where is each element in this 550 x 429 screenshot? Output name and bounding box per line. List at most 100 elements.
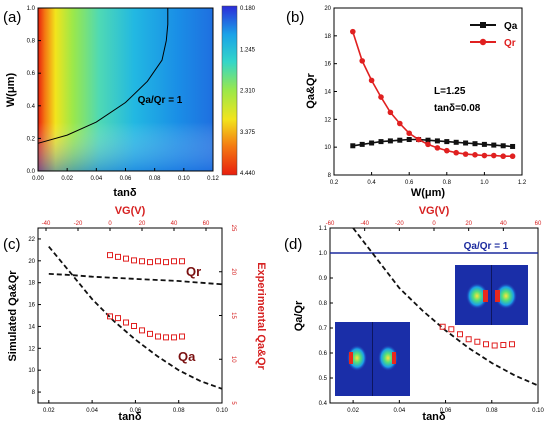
exp-qa-point: [155, 333, 161, 340]
data-point-qa: [481, 141, 487, 147]
y-tick-label: 20: [28, 259, 35, 265]
y-tick-label: 0.7: [319, 326, 328, 332]
data-point-qa: [463, 140, 469, 146]
x-axis-label: tanδ: [422, 411, 446, 423]
panel-label: (a): [3, 9, 21, 26]
x-tick-label: 1.0: [480, 180, 489, 186]
y-tick-label: 18: [324, 34, 331, 40]
x-tick-label: 0.08: [486, 408, 498, 414]
y-tick-label: 10: [28, 368, 35, 374]
exp-qa-point: [147, 330, 153, 337]
exp-qr-point: [171, 258, 177, 265]
data-point-qr: [387, 109, 394, 116]
x-tick-label: -20: [395, 221, 404, 227]
y-tick-label: 18: [28, 281, 35, 287]
data-point-qa: [425, 137, 431, 143]
x-tick-label: 0.04: [86, 408, 98, 414]
colorbar: [221, 5, 238, 176]
field-hotspot-left: [483, 290, 488, 302]
exp-ratio-point: [491, 342, 498, 349]
y-tick-label: 0.0: [27, 169, 36, 175]
legend-qa-label: Qa: [504, 21, 518, 32]
right-y-tick-label: 10: [230, 356, 236, 363]
exp-qr-point: [115, 253, 121, 260]
y-axis-label: Simulated Qa&Qr: [7, 270, 19, 362]
y-tick-label: 14: [28, 324, 35, 330]
y-tick-label: 0.6: [27, 71, 36, 77]
data-point-qr: [453, 149, 460, 156]
colorbar-tick-label: 4.440: [240, 171, 256, 177]
top-x-ticks: -60 -40 -20 0 20 40 60: [326, 221, 542, 231]
x-tick-label: 0.06: [130, 408, 142, 414]
data-point-qr: [500, 153, 507, 160]
data-point-qa: [406, 137, 412, 143]
data-point-qa: [510, 143, 516, 149]
exp-ratio-point: [474, 338, 481, 345]
field-inset-right: [455, 265, 528, 325]
annotation-tan: tanδ=0.08: [434, 103, 481, 114]
x-tick-label: 0.00: [32, 176, 44, 182]
x-tick-label: -40: [42, 221, 51, 227]
data-point-qr: [472, 152, 478, 158]
x-tick-label: 0: [108, 221, 112, 227]
data-point-qr: [434, 145, 441, 151]
data-point-qa: [444, 139, 450, 145]
y-tick-label: 16: [324, 62, 331, 68]
exp-ratio-point: [448, 326, 455, 333]
annotation-l: L=1.25: [434, 86, 466, 97]
data-point-qr: [406, 130, 413, 137]
qr-label: Qr: [186, 264, 201, 279]
exp-qa-point: [163, 334, 169, 341]
contour-label: Qa/Qr = 1: [138, 95, 183, 106]
y-tick-label: 14: [324, 90, 331, 96]
y-ticks: 8 10 12 14 16 18 20 22: [28, 237, 41, 396]
exp-ratio-point: [483, 341, 489, 348]
data-point-qr: [368, 77, 375, 84]
legend-qr-marker: [479, 38, 487, 46]
x-tick-label: 0.10: [532, 408, 544, 414]
y-ticks: 0.4 0.5 0.6 0.7 0.8 0.9 1.0 1.1: [319, 226, 333, 407]
data-point-qa: [397, 137, 403, 143]
y-axis-label: Qa&Qr: [305, 73, 317, 109]
x-tick-label: 0.06: [120, 176, 132, 182]
top-x-ticks: -40 -20 0 20 40 60: [42, 221, 210, 231]
panel-label: (c): [3, 236, 21, 253]
data-point-qa: [378, 139, 384, 145]
exp-qr-point: [131, 257, 137, 264]
colorbar-tick-label: 1.245: [240, 47, 256, 53]
right-y-ticks: 5 10 15 20 25: [219, 225, 236, 405]
y-tick-label: 0.4: [27, 104, 36, 110]
data-point-qr: [378, 94, 384, 100]
exp-ratio-point: [500, 342, 507, 348]
exp-qa-point: [131, 323, 137, 329]
exp-qa-point: [123, 319, 129, 326]
series-group: [350, 28, 516, 160]
y-tick-label: 0.5: [319, 376, 328, 382]
field-lobe-right: [495, 283, 517, 309]
data-point-qa: [359, 141, 365, 147]
exp-qr-point: [107, 252, 113, 259]
x-tick-label: 0.12: [207, 176, 219, 182]
x-tick-label: -60: [326, 221, 335, 227]
series-group: [48, 246, 223, 390]
qa-label: Qa: [178, 349, 196, 364]
data-point-qr: [481, 152, 488, 159]
x-tick-label: -40: [360, 221, 369, 227]
y-tick-label: 0.9: [319, 276, 328, 282]
x-tick-label: 60: [535, 221, 542, 227]
field-hotspot-left: [349, 352, 353, 364]
exp-qr-point: [139, 258, 145, 265]
x-tick-label: 0.4: [367, 180, 376, 186]
x-axis-label: W(μm): [411, 187, 446, 199]
colorbar-tick-label: 2.310: [240, 89, 256, 95]
data-point-qr: [350, 28, 356, 35]
x-tick-label: 20: [139, 221, 146, 227]
contour-line: [37, 8, 169, 144]
exp-qr-point: [123, 255, 129, 262]
series-group: [352, 227, 539, 387]
y-tick-label: 1.0: [319, 251, 328, 257]
exp-qa-point: [139, 327, 145, 334]
exp-qr-point: [155, 258, 161, 265]
panel-d-chart: 0.02 0.04 0.06 0.08 0.10 0.4 0.5 0.6 0.7 0.8 0.9 1…: [284, 205, 544, 423]
y-tick-label: 0.6: [319, 351, 328, 357]
